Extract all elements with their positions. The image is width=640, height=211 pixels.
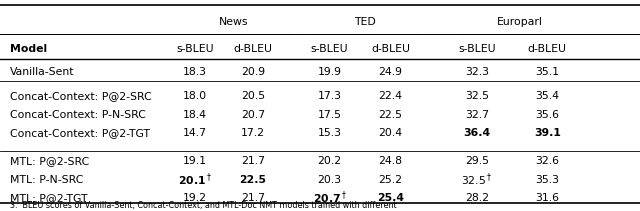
Text: 15.3: 15.3 (317, 128, 342, 138)
Text: 28.2: 28.2 (465, 193, 489, 203)
Text: 21.7: 21.7 (241, 156, 265, 166)
Text: 29.5: 29.5 (465, 156, 489, 166)
Text: 22.4: 22.4 (378, 91, 403, 101)
Text: 14.7: 14.7 (183, 128, 207, 138)
Text: 32.5$^\dagger$: 32.5$^\dagger$ (461, 172, 493, 188)
Text: 20.7: 20.7 (241, 110, 265, 120)
Text: d-BLEU: d-BLEU (234, 43, 272, 54)
Text: s-BLEU: s-BLEU (311, 43, 348, 54)
Text: d-BLEU: d-BLEU (371, 43, 410, 54)
Text: s-BLEU: s-BLEU (177, 43, 214, 54)
Text: 35.1: 35.1 (535, 67, 559, 77)
Text: 35.3: 35.3 (535, 175, 559, 185)
Text: 17.3: 17.3 (317, 91, 342, 101)
Text: MTL: P-N-SRC: MTL: P-N-SRC (10, 175, 83, 185)
Text: 20.2: 20.2 (317, 156, 342, 166)
Text: 20.4: 20.4 (378, 128, 403, 138)
Text: 17.5: 17.5 (317, 110, 342, 120)
Text: 18.0: 18.0 (183, 91, 207, 101)
Text: 22.5: 22.5 (239, 175, 266, 185)
Text: 35.6: 35.6 (535, 110, 559, 120)
Text: 32.5: 32.5 (465, 91, 489, 101)
Text: 25.4: 25.4 (377, 193, 404, 203)
Text: 24.8: 24.8 (378, 156, 403, 166)
Text: 20.1$^\dagger$: 20.1$^\dagger$ (178, 172, 212, 188)
Text: Concat-Context: P-N-SRC: Concat-Context: P-N-SRC (10, 110, 145, 120)
Text: 25.2: 25.2 (378, 175, 403, 185)
Text: MTL: P@2-TGT: MTL: P@2-TGT (10, 193, 87, 203)
Text: Model: Model (10, 43, 47, 54)
Text: 32.3: 32.3 (465, 67, 489, 77)
Text: Concat-Context: P@2-SRC: Concat-Context: P@2-SRC (10, 91, 151, 101)
Text: 24.9: 24.9 (378, 67, 403, 77)
Text: 20.3: 20.3 (317, 175, 342, 185)
Text: 35.4: 35.4 (535, 91, 559, 101)
Text: 20.9: 20.9 (241, 67, 265, 77)
Text: 32.6: 32.6 (535, 156, 559, 166)
Text: TED: TED (354, 17, 376, 27)
Text: 22.5: 22.5 (378, 110, 403, 120)
Text: 19.1: 19.1 (183, 156, 207, 166)
Text: 18.4: 18.4 (183, 110, 207, 120)
Text: 20.7$^\dagger$: 20.7$^\dagger$ (312, 190, 347, 206)
Text: Vanilla-Sent: Vanilla-Sent (10, 67, 74, 77)
Text: 19.9: 19.9 (317, 67, 342, 77)
Text: Europarl: Europarl (497, 17, 543, 27)
Text: 36.4: 36.4 (463, 128, 490, 138)
Text: 32.7: 32.7 (465, 110, 489, 120)
Text: MTL: P@2-SRC: MTL: P@2-SRC (10, 156, 89, 166)
Text: d-BLEU: d-BLEU (528, 43, 566, 54)
Text: 39.1: 39.1 (534, 128, 561, 138)
Text: Concat-Context: P@2-TGT: Concat-Context: P@2-TGT (10, 128, 150, 138)
Text: 3.  BLEU scores of Vanilla-Sent, Concat-Context, and MTL-Doc NMT models trained : 3. BLEU scores of Vanilla-Sent, Concat-C… (10, 201, 396, 210)
Text: 21.7: 21.7 (241, 193, 265, 203)
Text: 18.3: 18.3 (183, 67, 207, 77)
Text: 31.6: 31.6 (535, 193, 559, 203)
Text: News: News (219, 17, 248, 27)
Text: 17.2: 17.2 (241, 128, 265, 138)
Text: 20.5: 20.5 (241, 91, 265, 101)
Text: 19.2: 19.2 (183, 193, 207, 203)
Text: s-BLEU: s-BLEU (458, 43, 495, 54)
